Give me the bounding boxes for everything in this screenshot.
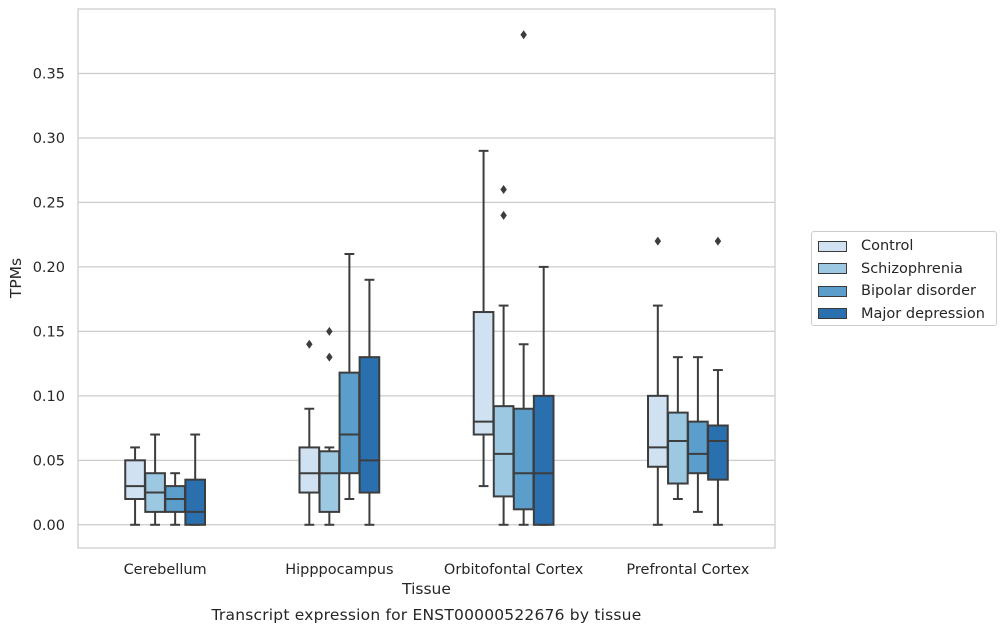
box bbox=[532, 394, 555, 526]
legend-label: Bipolar disorder bbox=[861, 283, 976, 300]
legend-label: Control bbox=[861, 238, 914, 255]
outlier-point bbox=[520, 30, 527, 40]
outlier-point bbox=[326, 326, 333, 336]
y-tick-label: 0.00 bbox=[33, 518, 65, 534]
box-major-depression bbox=[358, 278, 381, 526]
legend-label: Major depression bbox=[861, 305, 985, 322]
x-tick-label: Orbitofontal Cortex bbox=[444, 562, 584, 578]
box-major-depression bbox=[184, 433, 207, 526]
box bbox=[492, 405, 515, 498]
box-series bbox=[124, 30, 729, 526]
x-axis-label: Tissue bbox=[401, 580, 451, 598]
box-schizophrenia bbox=[318, 326, 341, 526]
legend-item: Major depression bbox=[818, 303, 996, 326]
x-tick-label: Cerebellum bbox=[124, 562, 207, 578]
y-tick-label: 0.25 bbox=[33, 195, 65, 211]
y-tick-label: 0.15 bbox=[33, 324, 65, 340]
box-major-depression bbox=[532, 265, 555, 526]
x-tick-labels: Cerebellum Hipppocampus Orbitofontal Corte… bbox=[124, 562, 750, 578]
outlier-point bbox=[500, 210, 507, 220]
box bbox=[298, 446, 321, 494]
box-bipolar-disorder bbox=[687, 356, 709, 513]
x-tick-label: Hipppocampus bbox=[285, 562, 393, 578]
legend-item: Control bbox=[818, 235, 996, 258]
outlier-point bbox=[306, 339, 313, 349]
legend-swatch bbox=[818, 308, 847, 320]
legend-swatch bbox=[818, 285, 847, 297]
legend-swatch bbox=[818, 263, 847, 275]
outlier-point bbox=[654, 236, 662, 246]
box-schizophrenia bbox=[667, 356, 689, 500]
outlier-point bbox=[714, 236, 722, 246]
x-tick-label: Prefrontal Cortex bbox=[626, 562, 749, 578]
y-axis-label: TPMs bbox=[7, 258, 25, 299]
box-control bbox=[646, 236, 669, 526]
box bbox=[338, 371, 361, 475]
box bbox=[184, 478, 207, 526]
box-control bbox=[298, 339, 321, 526]
box-bipolar-disorder bbox=[338, 253, 361, 500]
grid-lines bbox=[78, 72, 775, 526]
box-schizophrenia bbox=[144, 433, 166, 526]
box bbox=[124, 459, 146, 501]
chart-legend: Control Schizophrenia Bipolar disorder Majo… bbox=[811, 231, 997, 326]
box bbox=[687, 420, 709, 475]
box bbox=[358, 356, 381, 494]
box bbox=[318, 450, 341, 513]
box bbox=[707, 424, 729, 481]
y-tick-label: 0.05 bbox=[33, 453, 65, 469]
y-tick-label: 0.20 bbox=[33, 260, 65, 276]
legend-label: Schizophrenia bbox=[861, 260, 963, 277]
outlier-point bbox=[326, 352, 333, 362]
box-bipolar-disorder bbox=[512, 30, 535, 526]
legend-swatch bbox=[818, 240, 847, 252]
box-schizophrenia bbox=[492, 185, 515, 526]
box-bipolar-disorder bbox=[164, 472, 186, 526]
chart-caption: Transcript expression for ENST0000052267… bbox=[211, 606, 642, 624]
outlier-point bbox=[500, 185, 507, 195]
y-tick-labels: 0.00 0.05 0.10 0.15 0.20 0.25 0.30 0.35 bbox=[33, 66, 65, 533]
box-control bbox=[124, 446, 146, 526]
y-tick-label: 0.35 bbox=[33, 66, 65, 82]
legend-item: Bipolar disorder bbox=[818, 280, 996, 303]
box bbox=[667, 411, 689, 485]
y-tick-label: 0.30 bbox=[33, 131, 65, 147]
box bbox=[646, 394, 669, 468]
box-major-depression bbox=[707, 236, 729, 526]
y-tick-label: 0.10 bbox=[33, 389, 65, 405]
box-control bbox=[472, 149, 495, 488]
box bbox=[472, 311, 495, 436]
plot-frame bbox=[77, 8, 776, 549]
legend-item: Schizophrenia bbox=[818, 258, 996, 281]
box bbox=[512, 407, 535, 511]
